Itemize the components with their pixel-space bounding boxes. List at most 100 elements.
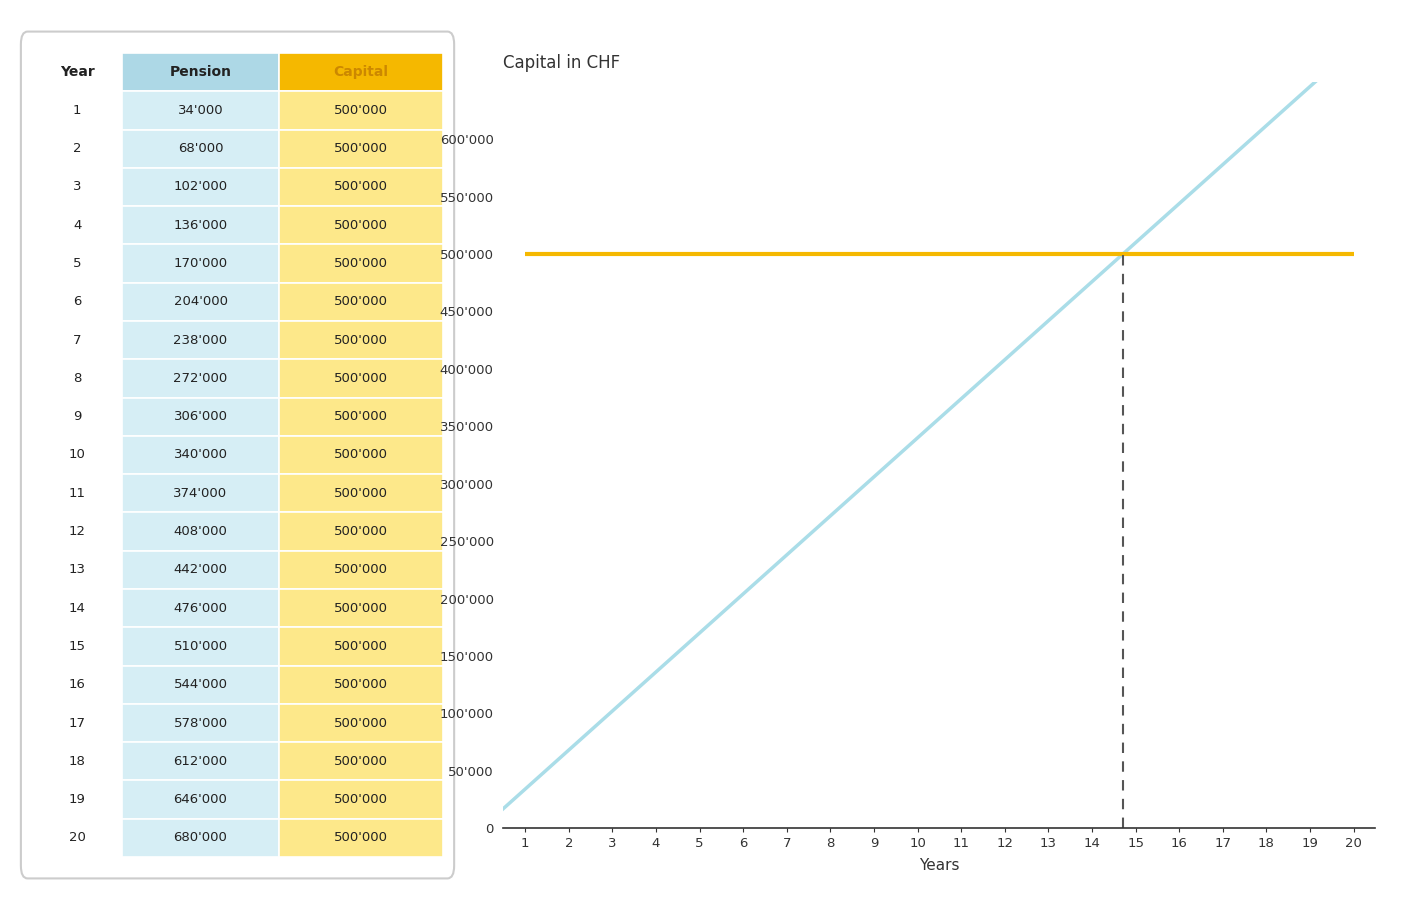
Text: 500'000: 500'000 xyxy=(333,142,387,156)
Text: 306'000: 306'000 xyxy=(173,410,227,423)
Text: 8: 8 xyxy=(74,372,81,385)
FancyBboxPatch shape xyxy=(278,359,442,398)
Text: 544'000: 544'000 xyxy=(173,678,227,692)
Text: 272'000: 272'000 xyxy=(173,372,228,385)
FancyBboxPatch shape xyxy=(122,283,278,321)
Text: 204'000: 204'000 xyxy=(173,296,227,308)
FancyBboxPatch shape xyxy=(33,91,122,129)
Text: 6: 6 xyxy=(74,296,81,308)
FancyBboxPatch shape xyxy=(33,321,122,359)
FancyBboxPatch shape xyxy=(122,436,278,474)
Text: Capital: Capital xyxy=(333,66,389,79)
Text: 9: 9 xyxy=(74,410,81,423)
FancyBboxPatch shape xyxy=(278,91,442,129)
Text: 680'000: 680'000 xyxy=(173,832,227,844)
FancyBboxPatch shape xyxy=(278,474,442,512)
Text: 7: 7 xyxy=(72,334,81,347)
FancyBboxPatch shape xyxy=(278,781,442,819)
Text: 578'000: 578'000 xyxy=(173,716,228,730)
Text: 102'000: 102'000 xyxy=(173,180,228,194)
FancyBboxPatch shape xyxy=(33,665,122,703)
Text: 500'000: 500'000 xyxy=(333,678,387,692)
Text: 476'000: 476'000 xyxy=(173,602,227,614)
Text: Pension: Pension xyxy=(170,66,231,79)
FancyBboxPatch shape xyxy=(33,207,122,245)
FancyBboxPatch shape xyxy=(122,512,278,551)
FancyBboxPatch shape xyxy=(122,819,278,857)
Text: 4: 4 xyxy=(74,218,81,232)
FancyBboxPatch shape xyxy=(122,91,278,129)
Text: 18: 18 xyxy=(69,754,85,768)
Text: 170'000: 170'000 xyxy=(173,257,228,270)
Text: 500'000: 500'000 xyxy=(333,602,387,614)
Text: 19: 19 xyxy=(69,794,85,806)
Text: 238'000: 238'000 xyxy=(173,334,228,347)
Text: 612'000: 612'000 xyxy=(173,754,228,768)
FancyBboxPatch shape xyxy=(122,474,278,512)
Text: 10: 10 xyxy=(69,449,85,461)
FancyBboxPatch shape xyxy=(33,781,122,819)
FancyBboxPatch shape xyxy=(278,551,442,589)
FancyBboxPatch shape xyxy=(33,819,122,857)
FancyBboxPatch shape xyxy=(278,53,442,91)
Text: 510'000: 510'000 xyxy=(173,640,228,653)
FancyBboxPatch shape xyxy=(33,53,122,91)
Text: 20: 20 xyxy=(69,832,85,844)
FancyBboxPatch shape xyxy=(122,398,278,436)
FancyBboxPatch shape xyxy=(278,589,442,627)
FancyBboxPatch shape xyxy=(33,627,122,665)
FancyBboxPatch shape xyxy=(122,551,278,589)
Text: 3: 3 xyxy=(72,180,81,194)
Text: 500'000: 500'000 xyxy=(333,449,387,461)
Text: 500'000: 500'000 xyxy=(333,410,387,423)
FancyBboxPatch shape xyxy=(278,819,442,857)
FancyBboxPatch shape xyxy=(33,589,122,627)
FancyBboxPatch shape xyxy=(278,167,442,207)
FancyBboxPatch shape xyxy=(122,167,278,207)
FancyBboxPatch shape xyxy=(278,283,442,321)
Text: 5: 5 xyxy=(72,257,81,270)
FancyBboxPatch shape xyxy=(278,512,442,551)
Text: 500'000: 500'000 xyxy=(333,372,387,385)
FancyBboxPatch shape xyxy=(278,436,442,474)
Text: 500'000: 500'000 xyxy=(333,296,387,308)
Text: 13: 13 xyxy=(68,563,85,576)
FancyBboxPatch shape xyxy=(33,129,122,167)
FancyBboxPatch shape xyxy=(278,743,442,781)
FancyBboxPatch shape xyxy=(33,743,122,781)
Text: Capital in CHF: Capital in CHF xyxy=(503,54,621,72)
FancyBboxPatch shape xyxy=(33,245,122,283)
Text: 16: 16 xyxy=(69,678,85,692)
Text: 500'000: 500'000 xyxy=(333,794,387,806)
Text: 374'000: 374'000 xyxy=(173,487,228,500)
Text: 500'000: 500'000 xyxy=(333,218,387,232)
Text: 17: 17 xyxy=(68,716,85,730)
FancyBboxPatch shape xyxy=(122,207,278,245)
FancyBboxPatch shape xyxy=(122,245,278,283)
Text: 500'000: 500'000 xyxy=(333,640,387,653)
Text: 500'000: 500'000 xyxy=(333,525,387,538)
Text: 408'000: 408'000 xyxy=(173,525,227,538)
Text: 500'000: 500'000 xyxy=(333,180,387,194)
Text: 442'000: 442'000 xyxy=(173,563,227,576)
FancyBboxPatch shape xyxy=(21,32,454,878)
Text: 500'000: 500'000 xyxy=(333,832,387,844)
FancyBboxPatch shape xyxy=(122,665,278,703)
Text: 11: 11 xyxy=(68,487,85,500)
Text: 500'000: 500'000 xyxy=(333,104,387,116)
FancyBboxPatch shape xyxy=(33,474,122,512)
FancyBboxPatch shape xyxy=(122,589,278,627)
FancyBboxPatch shape xyxy=(122,627,278,665)
FancyBboxPatch shape xyxy=(122,743,278,781)
FancyBboxPatch shape xyxy=(33,512,122,551)
Text: 34'000: 34'000 xyxy=(177,104,224,116)
FancyBboxPatch shape xyxy=(278,245,442,283)
FancyBboxPatch shape xyxy=(278,129,442,167)
FancyBboxPatch shape xyxy=(33,359,122,398)
Text: 646'000: 646'000 xyxy=(173,794,227,806)
FancyBboxPatch shape xyxy=(33,703,122,743)
FancyBboxPatch shape xyxy=(278,207,442,245)
Text: 68'000: 68'000 xyxy=(177,142,223,156)
FancyBboxPatch shape xyxy=(278,665,442,703)
FancyBboxPatch shape xyxy=(33,283,122,321)
